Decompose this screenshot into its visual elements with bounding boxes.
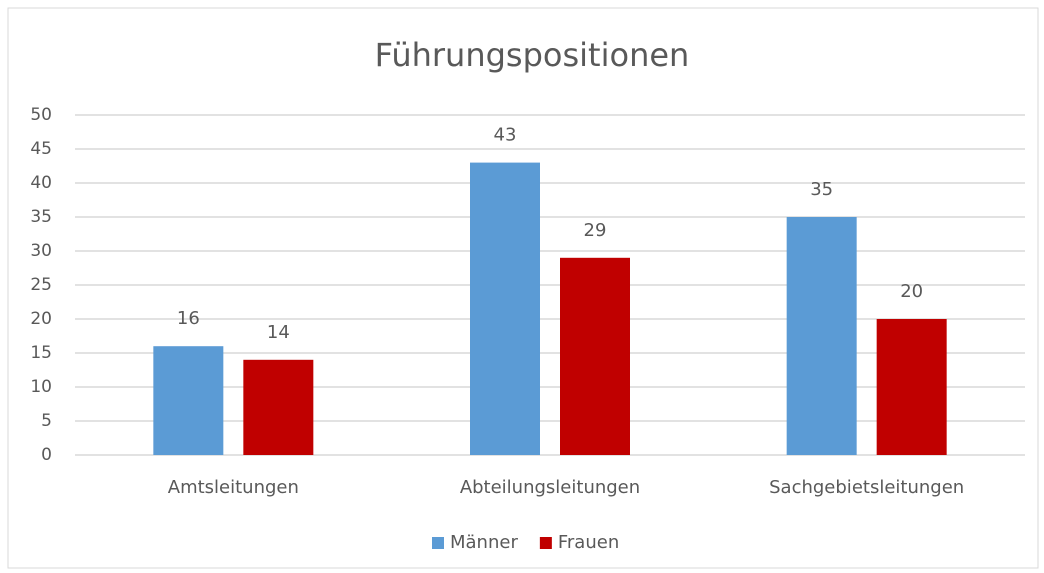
- y-tick-label: 5: [41, 411, 52, 431]
- bar: [876, 319, 947, 455]
- data-label: 20: [900, 281, 923, 302]
- y-tick-label: 25: [30, 275, 52, 295]
- y-tick-label: 10: [30, 377, 52, 397]
- y-tick-label: 40: [30, 173, 52, 193]
- y-tick-label: 45: [30, 139, 52, 159]
- bar: [243, 359, 314, 455]
- data-label: 35: [810, 179, 833, 200]
- data-label: 29: [584, 220, 607, 241]
- bar: [470, 162, 540, 455]
- data-label: 14: [267, 322, 290, 343]
- data-label: 16: [177, 308, 200, 329]
- x-tick-label: Abteilungsleitungen: [460, 477, 640, 498]
- y-tick-label: 50: [30, 105, 52, 125]
- chart-title: Führungspositionen: [375, 36, 690, 74]
- x-tick-label: Amtsleitungen: [168, 477, 299, 498]
- legend-swatch: [432, 537, 444, 549]
- y-tick-label: 30: [30, 241, 52, 261]
- x-tick-label: Sachgebietsleitungen: [769, 477, 964, 498]
- legend-swatch: [539, 537, 552, 549]
- bar: [560, 257, 630, 455]
- bar: [786, 217, 857, 455]
- data-label: 43: [494, 125, 517, 146]
- y-tick-label: 15: [30, 343, 52, 363]
- y-tick-label: 20: [30, 309, 52, 329]
- y-tick-label: 35: [30, 207, 52, 227]
- legend-label: Männer: [450, 532, 518, 553]
- bar: [153, 346, 224, 455]
- legend-label: Frauen: [558, 532, 619, 553]
- y-tick-label: 0: [41, 445, 52, 465]
